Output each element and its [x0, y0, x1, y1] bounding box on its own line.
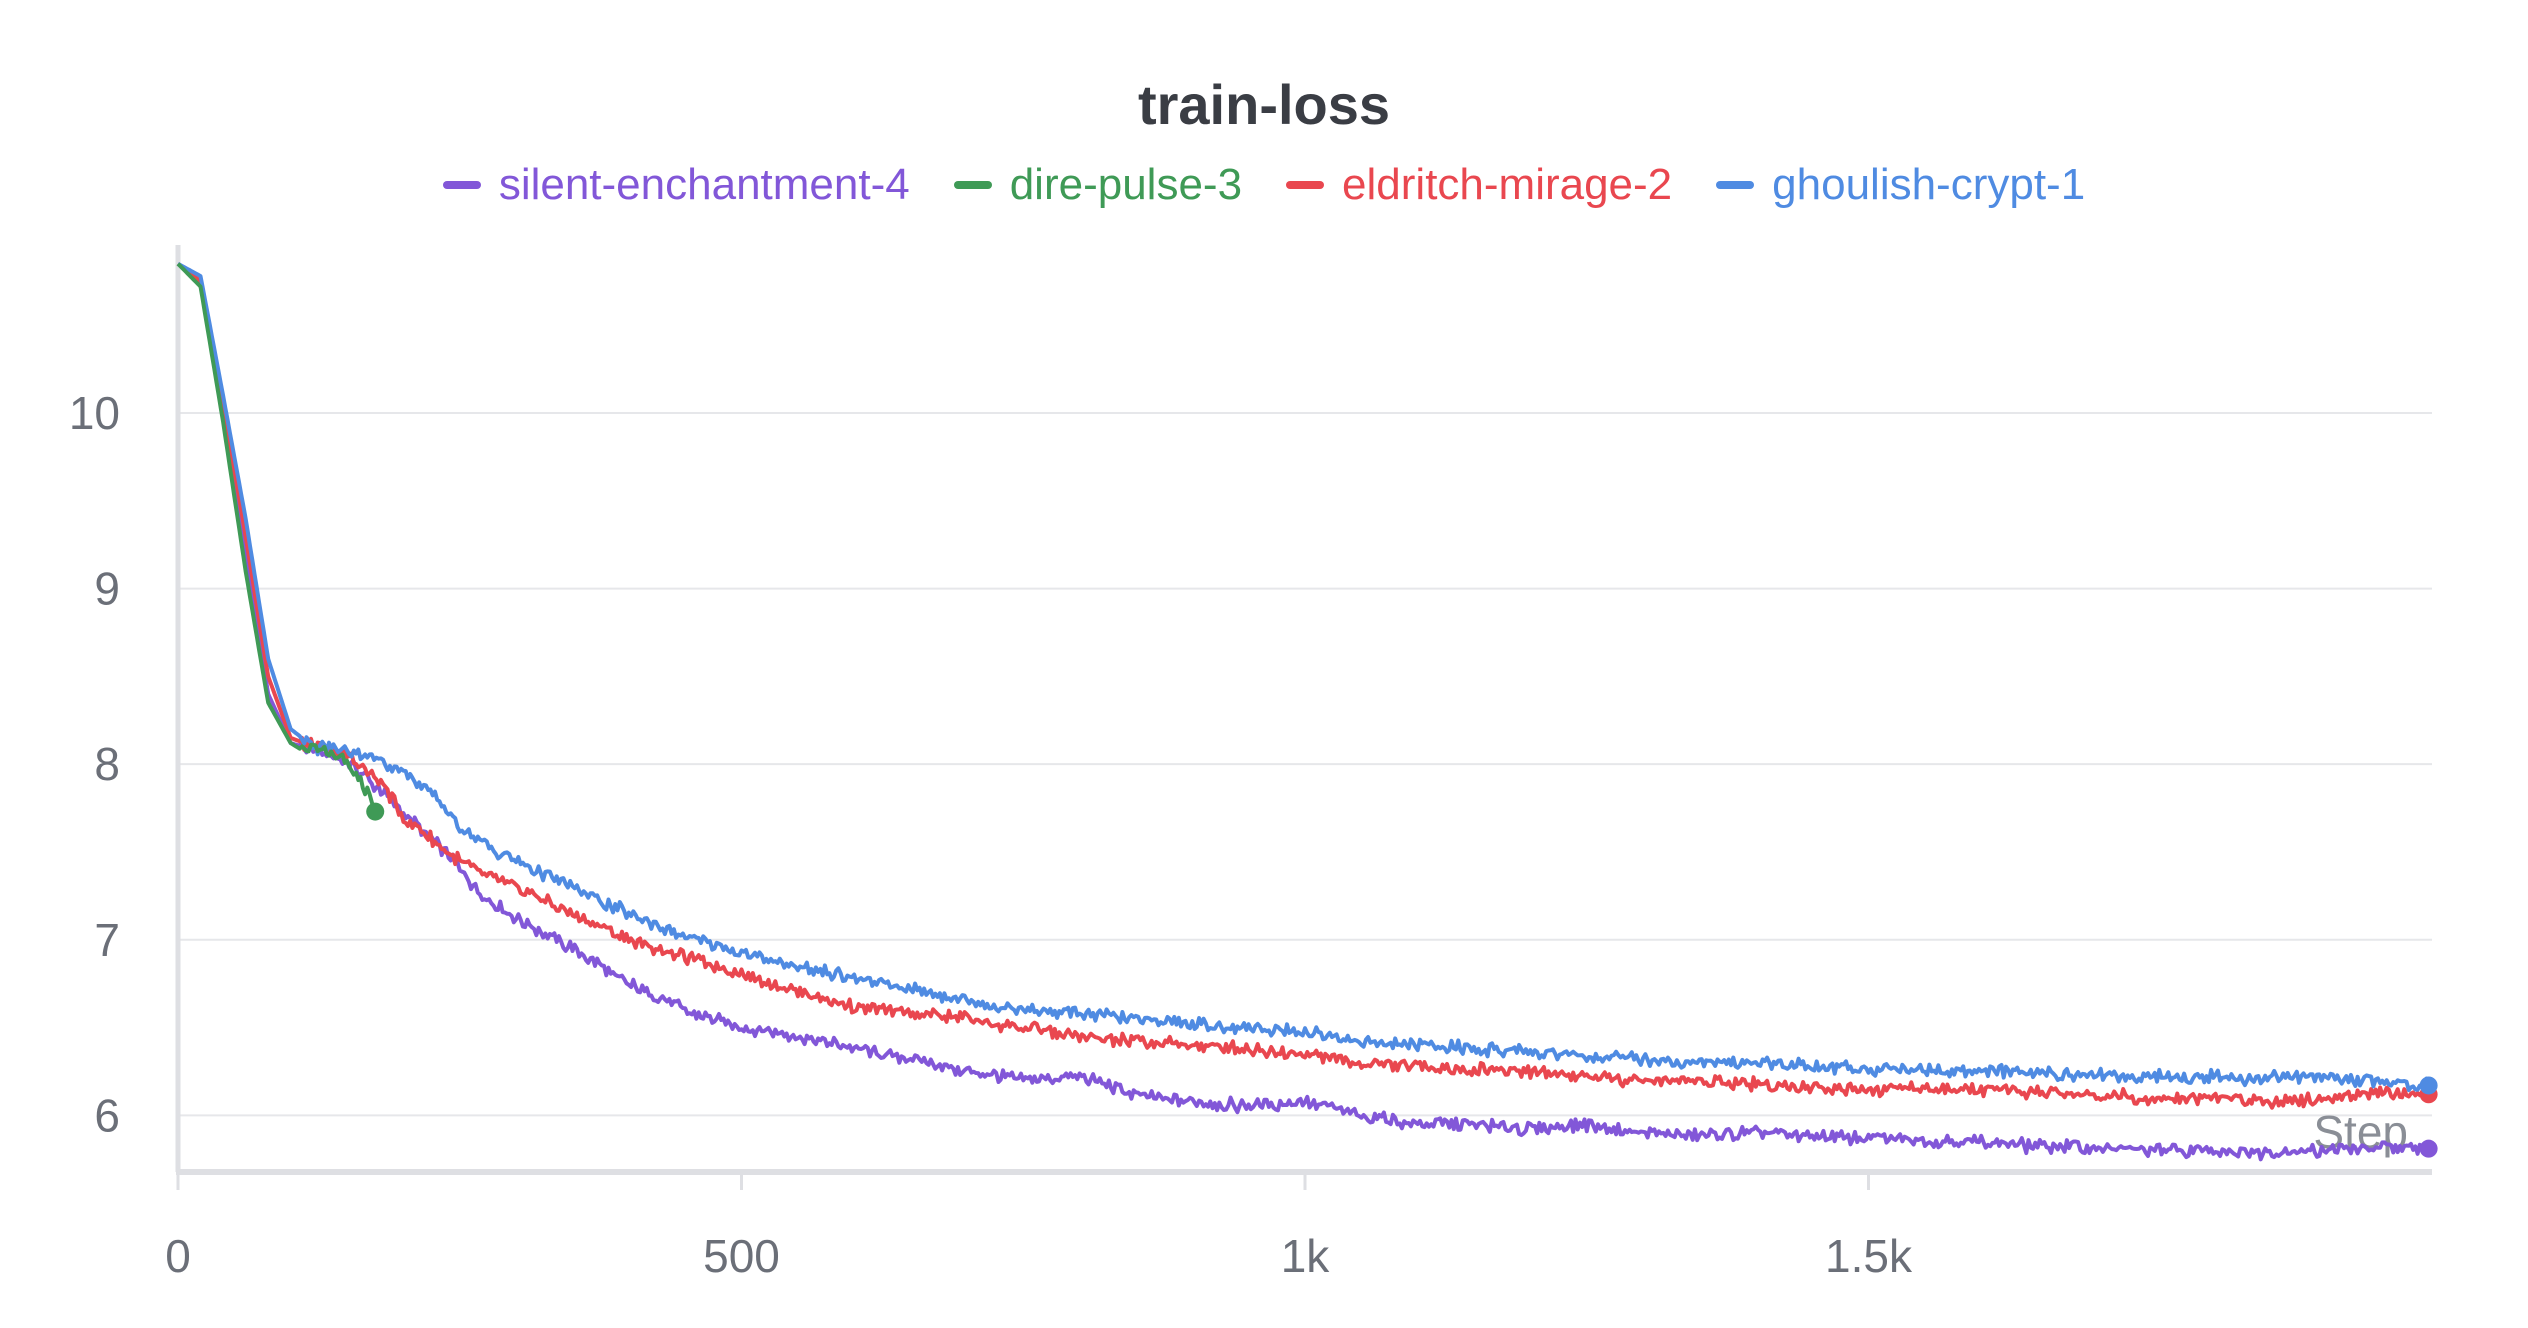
chart-legend: silent-enchantment-4 dire-pulse-3 eldritch… [0, 160, 2528, 210]
legend-swatch [953, 181, 992, 189]
legend-label: silent-enchantment-4 [498, 160, 910, 209]
y-tick-label: 9 [94, 563, 120, 615]
legend-label: ghoulish-crypt-1 [1772, 160, 2086, 209]
legend-item-eldritch-mirage-2[interactable]: eldritch-mirage-2 [1286, 160, 1672, 210]
series-line-ghoulish-crypt-1 [177, 262, 2431, 1093]
x-tick-label: 1k [1281, 1230, 1331, 1282]
y-tick-label: 7 [94, 914, 120, 966]
legend-label: eldritch-mirage-2 [1342, 160, 1673, 209]
legend-swatch [442, 181, 481, 189]
chart-title: train-loss [1137, 73, 1391, 136]
series-end-point-dire-pulse-3 [366, 802, 385, 821]
legend-item-dire-pulse-3[interactable]: dire-pulse-3 [953, 160, 1243, 210]
y-tick-label: 8 [94, 738, 120, 790]
x-tick-label: 500 [703, 1230, 780, 1282]
legend-swatch [1286, 181, 1325, 189]
series-line-eldritch-mirage-2 [176, 262, 2431, 1110]
legend-label: dire-pulse-3 [1009, 160, 1243, 209]
series-end-point-ghoulish-crypt-1 [2419, 1076, 2438, 1095]
series-line-silent-enchantment-4 [176, 262, 2430, 1162]
legend-item-silent-enchantment-4[interactable]: silent-enchantment-4 [442, 160, 910, 210]
legend-item-ghoulish-crypt-1[interactable]: ghoulish-crypt-1 [1716, 160, 2085, 210]
y-tick-label: 10 [69, 387, 120, 439]
legend-swatch [1716, 181, 1755, 189]
y-tick-label: 6 [94, 1089, 120, 1141]
x-tick-label: 0 [165, 1230, 191, 1282]
series-line-dire-pulse-3 [176, 262, 378, 813]
series-end-point-silent-enchantment-4 [2419, 1139, 2438, 1158]
x-tick-label: 1.5k [1825, 1230, 1913, 1282]
